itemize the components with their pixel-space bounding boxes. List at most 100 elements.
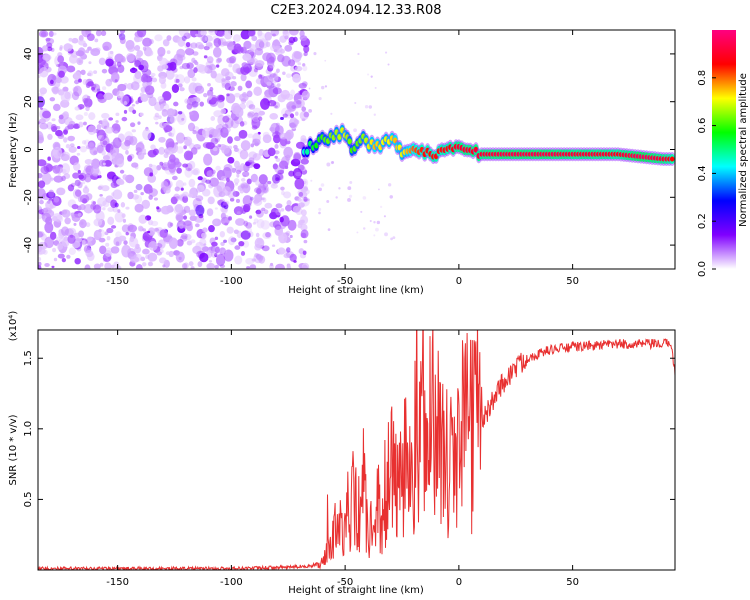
- noise-speckle: [150, 72, 156, 77]
- noise-speckle: [140, 192, 144, 196]
- noise-speckle: [176, 48, 186, 59]
- noise-speckle: [114, 79, 118, 83]
- noise-speckle: [98, 237, 106, 243]
- noise-speckle: [251, 117, 261, 129]
- noise-speckle: [77, 212, 82, 217]
- x-tick-label: -150: [106, 577, 129, 588]
- noise-speckle: [166, 35, 172, 41]
- noise-speckle: [257, 131, 261, 135]
- noise-speckle: [187, 122, 196, 132]
- noise-speckle: [74, 79, 80, 85]
- noise-speckle: [83, 111, 88, 116]
- noise-speckle: [100, 30, 107, 37]
- noise-speckle: [149, 38, 154, 45]
- noise-speckle: [196, 184, 205, 192]
- noise-speckle: [183, 215, 188, 220]
- noise-speckle: [217, 30, 225, 37]
- noise-speckle: [75, 50, 85, 57]
- noise-speckle: [105, 242, 110, 247]
- noise-speckle: [116, 157, 125, 168]
- noise-speckle: [232, 34, 241, 42]
- noise-speckle: [160, 180, 169, 191]
- noise-speckle: [147, 252, 158, 262]
- noise-speckle: [220, 175, 227, 182]
- noise-speckle: [215, 138, 219, 142]
- noise-speckle: [190, 30, 197, 35]
- noise-speckle: [153, 197, 159, 201]
- noise-speckle: [96, 144, 104, 154]
- noise-speckle: [258, 74, 263, 80]
- noise-speckle: [275, 203, 283, 209]
- noise-speckle: [38, 256, 42, 262]
- noise-speckle: [105, 78, 113, 87]
- noise-speckle: [294, 177, 305, 190]
- noise-speckle: [95, 30, 102, 37]
- noise-speckle: [82, 94, 91, 104]
- noise-speckle: [93, 129, 97, 134]
- noise-speckle: [256, 209, 264, 218]
- noise-speckle: [134, 203, 144, 213]
- noise-speckle: [252, 132, 261, 144]
- noise-speckle: [226, 93, 230, 97]
- noise-speckle: [248, 202, 252, 207]
- noise-speckle: [58, 114, 64, 120]
- noise-speckle: [82, 97, 89, 104]
- x-tick-label: -50: [337, 577, 353, 588]
- noise-speckle: [52, 32, 57, 36]
- noise-speckle: [207, 30, 218, 36]
- noise-speckle: [137, 30, 147, 38]
- noise-speckle: [214, 207, 218, 210]
- noise-speckle: [39, 67, 49, 78]
- noise-speckle: [65, 144, 71, 149]
- noise-speckle: [161, 64, 169, 70]
- noise-speckle: [291, 105, 297, 109]
- noise-speckle: [101, 86, 107, 91]
- noise-speckle: [208, 183, 214, 189]
- noise-speckle: [255, 77, 264, 85]
- noise-speckle: [119, 55, 126, 63]
- noise-speckle: [205, 142, 215, 150]
- noise-speckle: [169, 61, 177, 71]
- noise-speckle: [195, 223, 200, 228]
- noise-speckle: [158, 115, 162, 120]
- noise-speckle: [186, 103, 193, 110]
- noise-speckle: [269, 221, 276, 228]
- noise-speckle: [208, 260, 213, 263]
- noise-speckle: [213, 128, 221, 138]
- noise-speckle: [357, 52, 360, 56]
- noise-speckle: [331, 160, 335, 164]
- noise-speckle: [118, 235, 127, 242]
- x-tick-label: -100: [220, 577, 243, 588]
- noise-speckle: [165, 251, 171, 256]
- signal-core: [397, 144, 402, 151]
- noise-speckle: [203, 55, 208, 59]
- noise-speckle: [91, 165, 100, 176]
- noise-speckle: [85, 106, 90, 112]
- noise-speckle: [117, 32, 123, 37]
- noise-speckle: [318, 211, 321, 215]
- noise-speckle: [159, 257, 167, 264]
- x-tick-label: -50: [337, 276, 353, 287]
- noise-speckle: [272, 131, 282, 139]
- noise-speckle: [208, 225, 215, 233]
- noise-speckle: [271, 30, 275, 34]
- noise-speckle: [127, 155, 133, 162]
- noise-speckle: [233, 229, 239, 234]
- noise-speckle: [293, 260, 297, 263]
- noise-speckle: [223, 249, 234, 262]
- noise-speckle: [261, 197, 265, 201]
- noise-speckle: [93, 204, 102, 214]
- noise-speckle: [140, 93, 149, 102]
- noise-speckle: [279, 132, 288, 140]
- noise-speckle: [360, 210, 363, 213]
- noise-speckle: [101, 68, 108, 74]
- noise-speckle: [289, 30, 299, 36]
- noise-speckle: [282, 71, 286, 76]
- noise-speckle: [101, 185, 110, 192]
- noise-speckle: [228, 63, 233, 68]
- noise-speckle: [78, 35, 84, 42]
- noise-speckle: [272, 33, 276, 37]
- noise-speckle: [38, 245, 42, 253]
- noise-speckle: [192, 129, 197, 135]
- noise-speckle: [173, 101, 179, 107]
